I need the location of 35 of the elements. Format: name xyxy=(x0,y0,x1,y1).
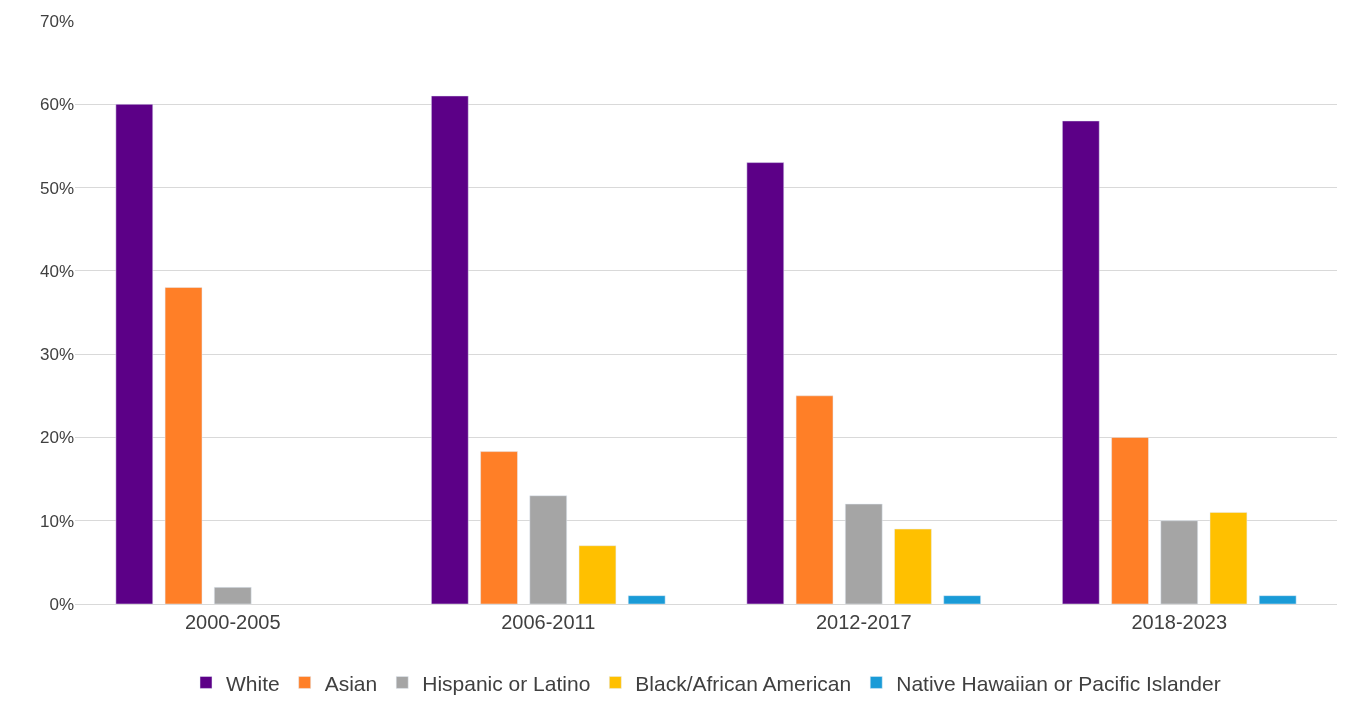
y-tick-label: 40% xyxy=(39,261,74,281)
bar xyxy=(164,287,203,604)
y-tick-label: 10% xyxy=(39,511,74,531)
y-tick-label: 20% xyxy=(39,428,74,448)
legend-label: White xyxy=(226,671,280,695)
bar xyxy=(115,104,154,604)
bar xyxy=(1209,512,1248,604)
bar xyxy=(845,503,883,604)
bar xyxy=(1258,595,1297,604)
bar xyxy=(480,451,518,604)
y-tick-label: 30% xyxy=(39,345,74,365)
bar xyxy=(746,162,785,604)
y-tick-label: 0% xyxy=(49,594,74,614)
bar xyxy=(894,528,932,604)
bar xyxy=(795,395,834,604)
bar xyxy=(431,95,469,604)
bar xyxy=(1062,120,1100,604)
x-tick-label: 2000-2005 xyxy=(184,611,281,633)
bar xyxy=(943,595,981,604)
y-tick-label: 50% xyxy=(39,178,74,198)
legend-label: Native Hawaiian or Pacific Islander xyxy=(896,671,1221,695)
bar xyxy=(578,545,617,604)
x-tick-label: 2006-2011 xyxy=(501,611,596,633)
y-tick-label: 70% xyxy=(39,11,74,31)
legend-label: Hispanic or Latino xyxy=(422,671,591,695)
x-tick-label: 2012-2017 xyxy=(815,611,912,633)
x-tick-label: 2018-2023 xyxy=(1131,611,1228,633)
bar xyxy=(1111,437,1149,604)
bar xyxy=(529,495,567,604)
legend-label: Black/African American xyxy=(635,671,852,695)
legend-label: Asian xyxy=(324,671,378,695)
bar xyxy=(1160,520,1198,604)
y-tick-label: 60% xyxy=(39,95,74,115)
bar xyxy=(627,595,666,604)
bar xyxy=(214,587,252,604)
